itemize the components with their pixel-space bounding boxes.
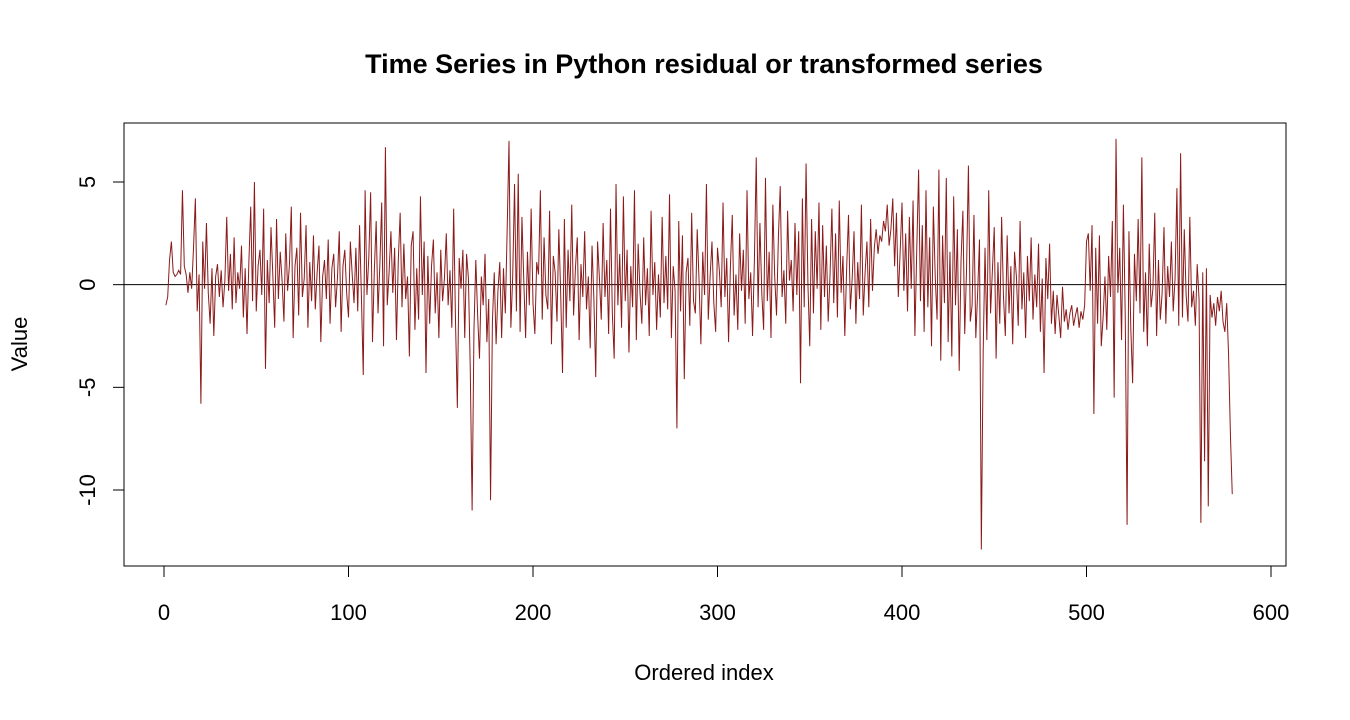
x-tick-label: 100 <box>330 600 367 625</box>
plot-frame <box>123 122 1287 567</box>
y-tick-label: -5 <box>75 378 100 398</box>
y-axis: -10 -5 0 5 <box>75 176 124 506</box>
x-tick-label: 400 <box>884 600 921 625</box>
x-tick-label: 600 <box>1253 600 1290 625</box>
x-tick-label: 300 <box>699 600 736 625</box>
x-tick-label: 500 <box>1068 600 1105 625</box>
y-tick-label: -10 <box>75 474 100 506</box>
y-tick-label: 5 <box>75 176 100 188</box>
y-axis-label: Value <box>7 317 32 372</box>
chart-title: Time Series in Python residual or transf… <box>365 49 1043 79</box>
x-tick-label: 0 <box>158 600 170 625</box>
series-line <box>165 138 1233 550</box>
y-tick-label: 0 <box>75 279 100 291</box>
x-axis: 0 100 200 300 400 500 600 <box>158 566 1289 625</box>
x-tick-label: 200 <box>515 600 552 625</box>
x-axis-label: Ordered index <box>634 660 773 685</box>
